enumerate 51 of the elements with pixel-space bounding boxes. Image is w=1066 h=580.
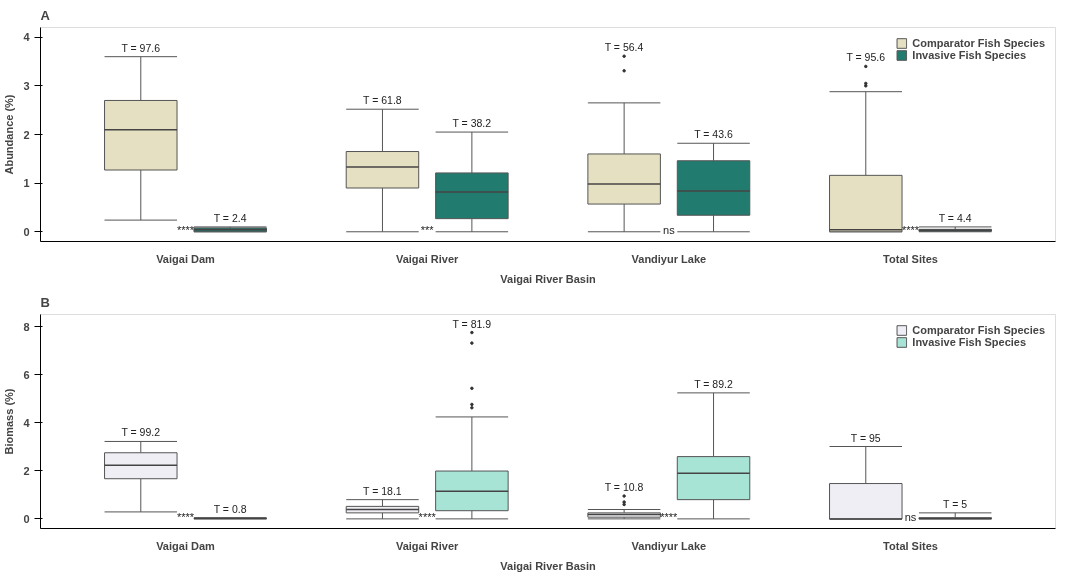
text: T = 89.2: [694, 377, 733, 390]
text: T = 5: [943, 497, 968, 510]
y-tick-label: 4: [23, 31, 31, 44]
text: T = 43.6: [694, 128, 733, 141]
y-tick-label: 4: [23, 416, 31, 429]
annotation: ns: [904, 510, 917, 523]
x-tick-label: Vaigai Dam: [156, 539, 216, 552]
annotation: ns: [663, 223, 676, 236]
legend-label: Comparator Fish Species: [912, 324, 1045, 336]
annotation: ****: [176, 223, 195, 236]
y-tick-label: 3: [23, 79, 30, 92]
text: T = 10.8: [604, 481, 644, 494]
text: T = 2.4: [213, 211, 247, 224]
chart-title: B: [40, 294, 50, 310]
x-tick-label: Total Sites: [883, 252, 938, 265]
y-tick-label: 2: [23, 128, 30, 141]
text: T = 99.2: [121, 426, 161, 439]
chart-title: A: [40, 7, 51, 23]
x-tick-label: Vandiyur Lake: [631, 252, 707, 265]
text: T = 38.2: [452, 117, 492, 130]
x-tick-label: Vaigai Dam: [156, 252, 216, 265]
text: T = 0.8: [213, 502, 247, 515]
text: T = 56.4: [604, 41, 644, 54]
text: T = 18.1: [363, 484, 402, 497]
y-tick-label: 2: [23, 464, 30, 477]
annotation: ****: [901, 223, 920, 236]
annotation: ****: [418, 510, 437, 523]
legend-label: Invasive Fish Species: [912, 49, 1027, 61]
text: T = 4.4: [938, 211, 972, 224]
y-tick-label: 6: [23, 368, 30, 381]
x-tick-label: Vaigai River: [395, 252, 460, 265]
x-tick-label: Vaigai River: [395, 539, 460, 552]
y-axis-title: Abundance (%): [3, 94, 16, 175]
y-axis-title: Biomass (%): [3, 388, 16, 455]
legend-label: Invasive Fish Species: [912, 336, 1027, 348]
text: T = 61.8: [363, 94, 402, 107]
x-tick-label: Total Sites: [883, 539, 938, 552]
text: T = 95.6: [846, 51, 886, 64]
annotation: ****: [176, 510, 195, 523]
x-tick-label: Vandiyur Lake: [631, 539, 707, 552]
text: T = 97.6: [121, 41, 161, 54]
text: T = 81.9: [452, 317, 492, 330]
x-axis-title: Vaigai River Basin: [500, 559, 596, 572]
x-axis-title: Vaigai River Basin: [500, 272, 596, 285]
y-tick-label: 0: [23, 225, 30, 238]
text: T = 95: [850, 431, 881, 444]
y-tick-label: 0: [23, 512, 30, 525]
annotation: ***: [420, 223, 435, 236]
y-tick-label: 8: [23, 320, 30, 333]
legend-label: Comparator Fish Species: [912, 37, 1045, 49]
y-tick-label: 1: [23, 177, 30, 190]
